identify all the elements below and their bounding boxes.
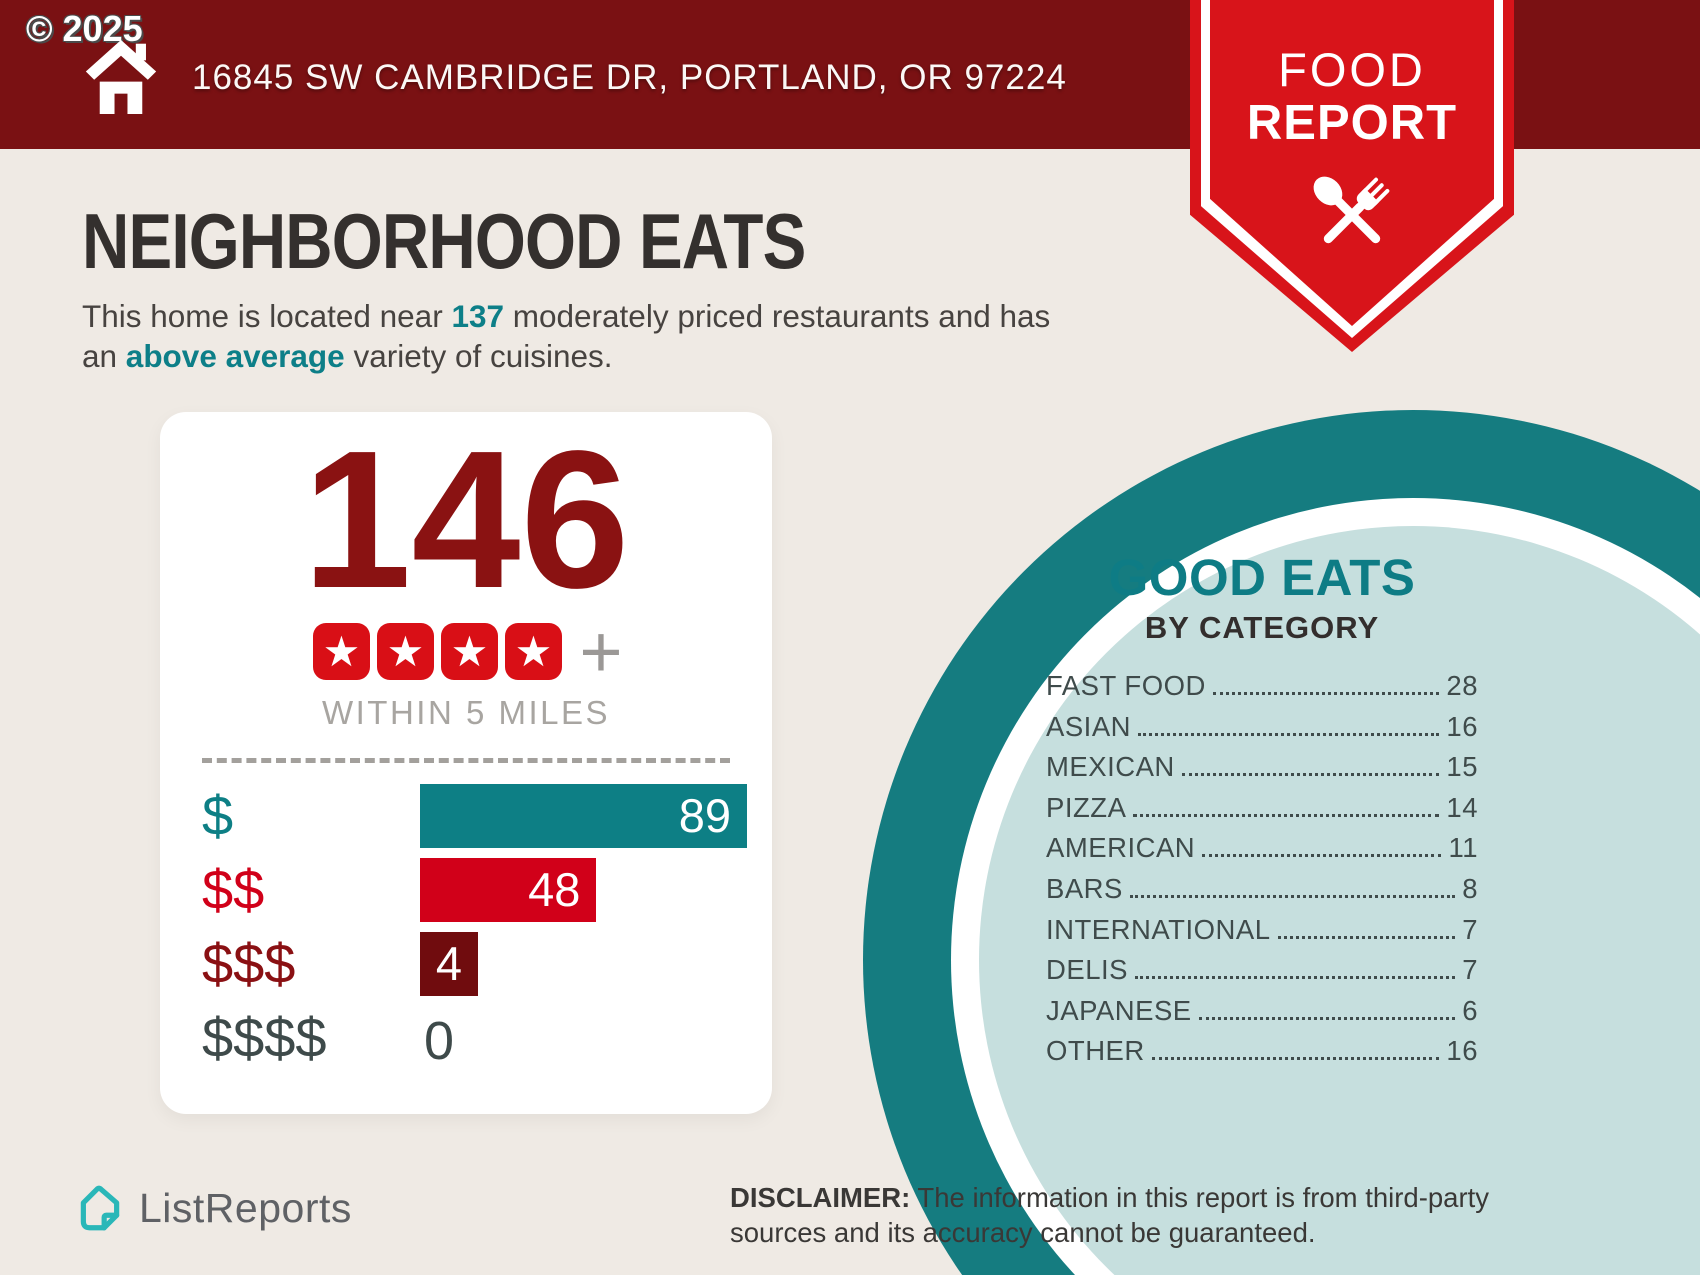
food-report-ribbon: FOOD REPORT	[1190, 0, 1514, 352]
intro-part1: This home is located near	[82, 298, 452, 334]
bar: 4	[420, 931, 478, 996]
good-eats-panel: GOOD EATS BY CATEGORY FAST FOOD 28 ASIAN 16…	[1046, 548, 1478, 1076]
star-icon: ★	[504, 623, 562, 681]
good-eats-subtitle: BY CATEGORY	[1144, 610, 1380, 645]
restaurant-count: 146	[302, 410, 630, 629]
chart-row: $$ 48	[202, 853, 747, 927]
listreports-logo: ListReports	[75, 1182, 352, 1234]
summary-card: 146 ★ ★ ★ ★ + WITHIN 5 MILES $89 $$ 48 $$$ 4 $$$$…	[160, 412, 772, 1114]
category-count: 8	[1462, 872, 1478, 904]
dotted-leader	[1202, 854, 1442, 858]
category-row: OTHER 16	[1046, 1035, 1478, 1076]
category-label: BARS	[1046, 872, 1123, 904]
chart-row: $89	[202, 779, 747, 853]
dotted-leader	[1129, 894, 1456, 898]
brand-name: ListReports	[139, 1184, 352, 1231]
category-label: FAST FOOD	[1046, 670, 1206, 701]
category-row: MEXICAN 15	[1046, 751, 1478, 792]
category-count: 16	[1446, 1035, 1478, 1067]
disclaimer-body: The information in this report is from t…	[730, 1182, 1490, 1248]
home-icon	[85, 40, 157, 114]
bar: 89	[420, 783, 747, 848]
bar-track: 48	[420, 857, 747, 922]
intro-part2: moderately priced restaurants and has an	[82, 298, 1051, 374]
category-label: AMERICAN	[1046, 832, 1196, 864]
price-tier-label: $$	[202, 858, 265, 922]
intro-part3: variety of cuisines.	[344, 338, 613, 374]
category-count: 11	[1448, 832, 1478, 864]
dotted-leader	[1198, 1016, 1456, 1020]
category-count: 7	[1462, 954, 1478, 986]
category-label: DELIS	[1046, 954, 1128, 986]
intro-highlight: above average	[125, 338, 345, 374]
ribbon-title-line1: FOOD	[1278, 43, 1426, 96]
price-tier-label: $$$	[202, 932, 296, 996]
category-count: 14	[1446, 791, 1478, 823]
category-row: BARS 8	[1046, 873, 1478, 914]
good-eats-title: GOOD EATS	[1108, 549, 1416, 606]
price-tier-label: $$$$	[202, 1006, 327, 1070]
category-row: PIZZA 14	[1046, 792, 1478, 833]
bar-value: 0	[424, 1010, 455, 1071]
listreports-house-icon	[80, 1185, 120, 1231]
category-list: FAST FOOD 28 ASIAN 16 MEXICAN 15 PIZZA 14 AMERIC…	[1046, 670, 1478, 1076]
category-row: INTERNATIONAL 7	[1046, 914, 1478, 955]
price-tier-label: $	[202, 784, 234, 848]
ribbon-title-line2: REPORT	[1246, 96, 1458, 150]
dotted-leader	[1134, 976, 1456, 980]
category-label: ASIAN	[1046, 710, 1132, 742]
dotted-leader	[1133, 813, 1440, 817]
category-label: PIZZA	[1046, 791, 1127, 823]
page-title: NEIGHBORHOOD EATS	[82, 197, 806, 285]
category-row: DELIS 7	[1046, 954, 1478, 995]
category-row: JAPANESE 6	[1046, 995, 1478, 1036]
bar-track: 4	[420, 931, 747, 996]
category-count: 15	[1446, 751, 1478, 783]
bar-value: 89	[678, 789, 731, 843]
category-row: FAST FOOD 28	[1046, 670, 1478, 711]
bar-track: 89	[420, 783, 747, 848]
property-address: 16845 SW CAMBRIDGE DR, PORTLAND, OR 9722…	[192, 58, 1067, 97]
star-icon: ★	[440, 623, 498, 681]
category-count: 7	[1462, 913, 1478, 945]
chart-row: $$$ 4	[202, 927, 747, 1001]
category-label: JAPANESE	[1046, 994, 1192, 1026]
radius-label: WITHIN 5 MILES	[321, 693, 611, 731]
plus-icon: +	[579, 610, 623, 694]
star-rating: ★ ★ ★ ★ +	[160, 610, 772, 694]
bar-value: 48	[528, 863, 581, 917]
dotted-leader	[1151, 1057, 1440, 1061]
intro-count: 137	[451, 298, 504, 334]
dotted-leader	[1138, 732, 1440, 736]
price-tier-bar-chart: $89 $$ 48 $$$ 4 $$$$ 0	[202, 779, 747, 1075]
dotted-leader	[1277, 935, 1456, 939]
dashed-divider	[202, 757, 730, 763]
bar-track: 0	[420, 1006, 747, 1071]
star-icon: ★	[312, 623, 370, 681]
category-label: OTHER	[1046, 1035, 1145, 1067]
category-row: ASIAN 16	[1046, 711, 1478, 752]
crossed-spoon-fork-icon	[1313, 176, 1390, 244]
bar-value: 4	[435, 937, 463, 991]
disclaimer-label: DISCLAIMER:	[730, 1182, 911, 1213]
intro-text: This home is located near 137 moderately…	[82, 296, 1082, 376]
category-label: INTERNATIONAL	[1046, 913, 1271, 945]
star-icon: ★	[376, 623, 434, 681]
category-row: AMERICAN 11	[1046, 832, 1478, 873]
bar: 48	[420, 857, 597, 922]
dotted-leader	[1181, 773, 1440, 777]
category-count: 16	[1446, 710, 1478, 742]
dotted-leader	[1212, 692, 1440, 695]
category-label: MEXICAN	[1046, 751, 1175, 783]
category-count: 6	[1462, 994, 1478, 1026]
disclaimer-text: DISCLAIMER: The information in this repo…	[730, 1181, 1530, 1250]
category-count: 28	[1446, 670, 1478, 701]
chart-row: $$$$ 0	[202, 1001, 747, 1075]
